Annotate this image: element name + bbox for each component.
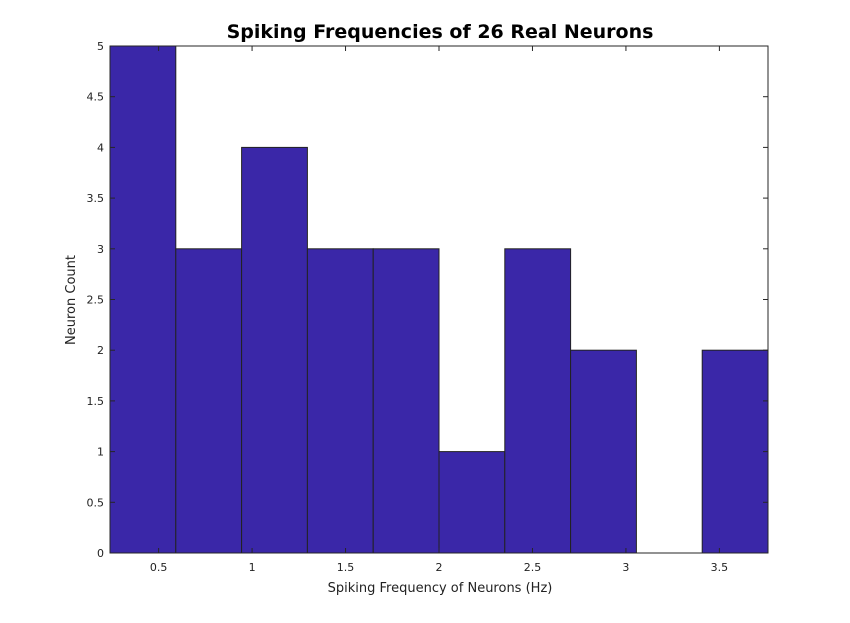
histogram-bar-2 (175, 248, 243, 554)
histogram-bar-6 (438, 451, 506, 554)
x-tick-label: 3.5 (711, 561, 729, 574)
histogram-bar-5 (372, 248, 440, 554)
y-tick-label: 3 (97, 243, 104, 256)
histogram-bar-8 (570, 349, 637, 554)
x-tick-label: 1.5 (337, 561, 355, 574)
y-tick-label: 0.5 (87, 496, 105, 509)
y-tick-label: 0 (97, 547, 104, 560)
y-tick-label: 4.5 (87, 91, 105, 104)
y-tick-label: 1 (97, 446, 104, 459)
x-tick-label: 3 (622, 561, 629, 574)
y-tick-label: 3.5 (87, 192, 105, 205)
chart-title: Spiking Frequencies of 26 Real Neurons (227, 21, 654, 43)
x-ticks-group: 0.5 1 1.5 2 2.5 3 3.5 (150, 46, 728, 574)
y-tick-label: 4 (97, 141, 104, 154)
y-tick-label: 1.5 (87, 395, 105, 408)
y-axis-label: Neuron Count (64, 255, 79, 345)
x-tick-label: 0.5 (150, 561, 168, 574)
y-tick-label: 5 (97, 40, 104, 53)
histogram-bar-10 (701, 349, 769, 554)
histogram-bar-7 (504, 248, 572, 554)
y-tick-label: 2.5 (87, 294, 105, 307)
y-tick-label: 2 (97, 344, 104, 357)
histogram-bar-1 (109, 45, 177, 554)
x-tick-label: 1 (249, 561, 256, 574)
histogram-bar-3 (241, 146, 308, 554)
histogram-bar-4 (306, 248, 374, 554)
x-tick-label: 2.5 (524, 561, 542, 574)
x-axis-label: Spiking Frequency of Neurons (Hz) (328, 581, 553, 596)
x-tick-label: 2 (436, 561, 443, 574)
y-ticks-group: 0 0.5 1 1.5 2 2.5 3 3.5 4 4.5 5 (87, 40, 768, 560)
bars-group (109, 45, 769, 554)
